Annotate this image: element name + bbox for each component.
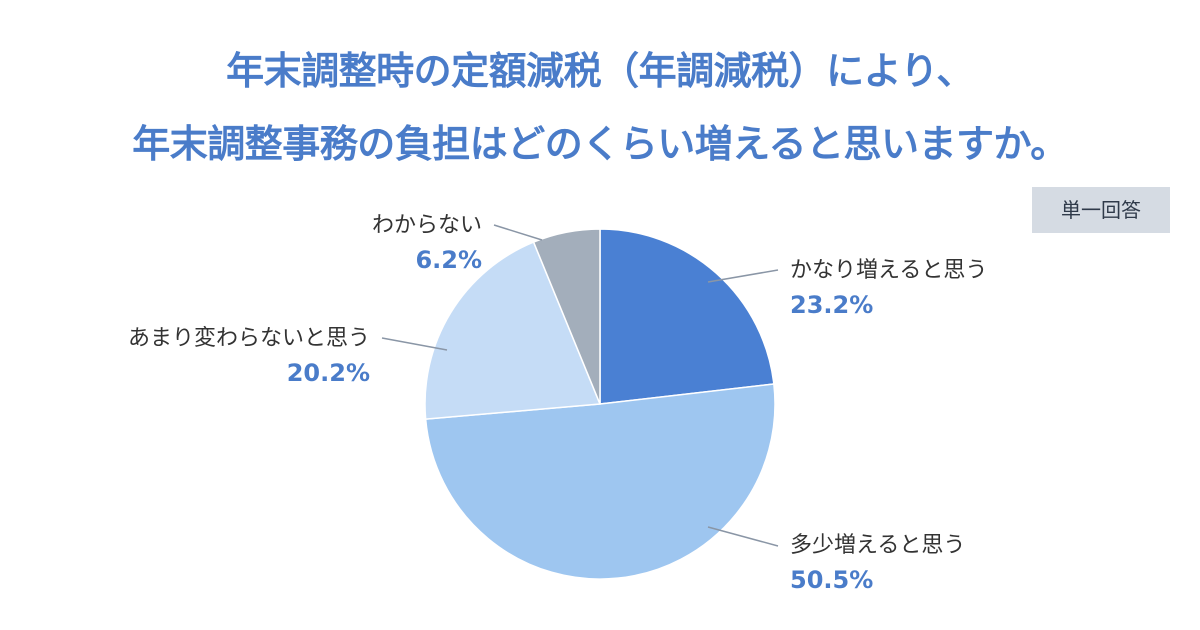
slice-value-1: 50.5% [790, 566, 873, 594]
slice-label-0: かなり増えると思う [790, 258, 987, 283]
slice-value-2: 20.2% [287, 359, 370, 387]
slice-label-1: 多少増えると思う [790, 533, 965, 558]
slice-value-3: 6.2% [415, 246, 482, 274]
pie-slice-1 [424, 383, 776, 580]
pie-slice-0 [599, 228, 775, 405]
slice-label-3: わからない [372, 213, 482, 238]
slice-value-0: 23.2% [790, 291, 873, 319]
answer-type-badge: 単一回答 [1032, 187, 1170, 233]
pie-slice-3 [532, 228, 601, 405]
chart-title-line-1: 年末調整時の定額減税（年調減税）により、 [226, 49, 974, 93]
leader-line-1 [707, 526, 779, 547]
leader-line-0 [707, 269, 779, 283]
pie-slice-2 [424, 241, 602, 420]
leader-line-3 [493, 224, 543, 241]
chart-title-line-2: 年末調整事務の負担はどのくらい増えると思いますか。 [132, 122, 1068, 166]
slice-label-2: あまり変わらないと思う [128, 326, 370, 351]
leader-line-2 [381, 337, 448, 351]
